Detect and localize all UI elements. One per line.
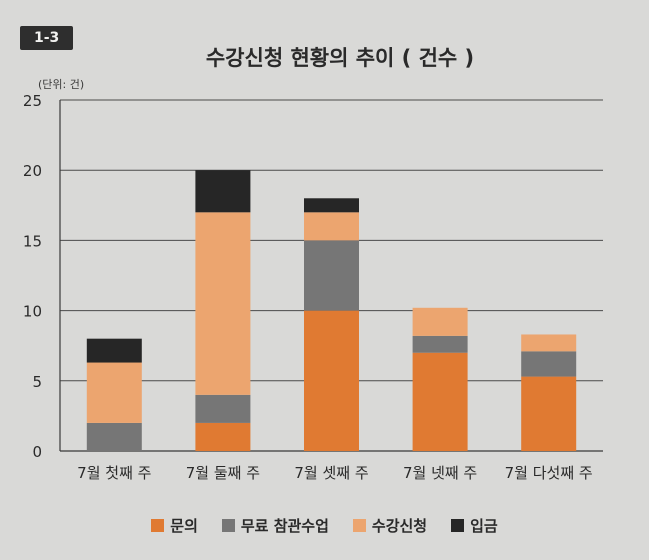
bar-segment bbox=[521, 376, 577, 451]
bar-segment bbox=[412, 307, 468, 336]
x-tick-label: 7월 넷째 주 bbox=[403, 464, 477, 482]
legend-label: 입금 bbox=[470, 517, 498, 535]
y-tick-label: 20 bbox=[23, 162, 42, 180]
y-tick-label: 15 bbox=[23, 232, 42, 250]
legend-swatch bbox=[221, 519, 235, 532]
legend-swatch bbox=[151, 519, 165, 532]
x-tick-label: 7월 셋째 주 bbox=[294, 464, 368, 482]
figure-label-badge: 1-3 bbox=[20, 26, 74, 50]
legend-item: 수강신청 bbox=[352, 515, 428, 536]
legend: 문의 무료 참관수업 수강신청 입금 bbox=[0, 515, 649, 536]
x-tick-label: 7월 다섯째 주 bbox=[505, 464, 593, 482]
bar-segment bbox=[86, 338, 142, 363]
bar-segment bbox=[521, 334, 577, 352]
legend-item: 문의 bbox=[151, 515, 198, 536]
x-tick-label: 7월 첫째 주 bbox=[77, 464, 151, 482]
x-tick-label: 7월 둘째 주 bbox=[186, 464, 260, 482]
legend-item: 무료 참관수업 bbox=[221, 515, 329, 536]
y-tick-label: 0 bbox=[32, 443, 42, 461]
bar-segment bbox=[195, 170, 251, 213]
y-tick-label: 10 bbox=[23, 303, 42, 321]
bar-segment bbox=[304, 198, 359, 213]
bar-segment bbox=[304, 310, 359, 451]
legend-swatch bbox=[451, 519, 465, 532]
legend-item: 입금 bbox=[451, 515, 498, 536]
bar-segment bbox=[412, 335, 468, 353]
bar-segment bbox=[304, 212, 359, 241]
bar-segment bbox=[195, 212, 251, 395]
legend-swatch bbox=[352, 519, 366, 532]
legend-label: 무료 참관수업 bbox=[240, 517, 329, 535]
legend-label: 문의 bbox=[170, 517, 198, 535]
bar-segment bbox=[195, 422, 251, 451]
bar-segment bbox=[412, 352, 468, 451]
unit-label: (단위: 건) bbox=[38, 78, 85, 91]
chart-plot: 0 5 10 15 20 25 7월 첫째 주 7월 둘째 주 7월 셋째 주 7월 넷째 주 7월… bbox=[23, 92, 603, 482]
bar-segment bbox=[195, 394, 251, 423]
chart-title: 수강신청 현황의 추이 ( 건수 ) bbox=[205, 46, 475, 70]
bar-segment bbox=[86, 422, 142, 451]
bar-segment bbox=[86, 362, 142, 423]
bar-segment bbox=[521, 351, 577, 377]
y-tick-label: 5 bbox=[32, 373, 42, 391]
legend-label: 수강신청 bbox=[371, 517, 428, 535]
bar-segment bbox=[304, 240, 359, 311]
y-tick-label: 25 bbox=[23, 92, 42, 110]
